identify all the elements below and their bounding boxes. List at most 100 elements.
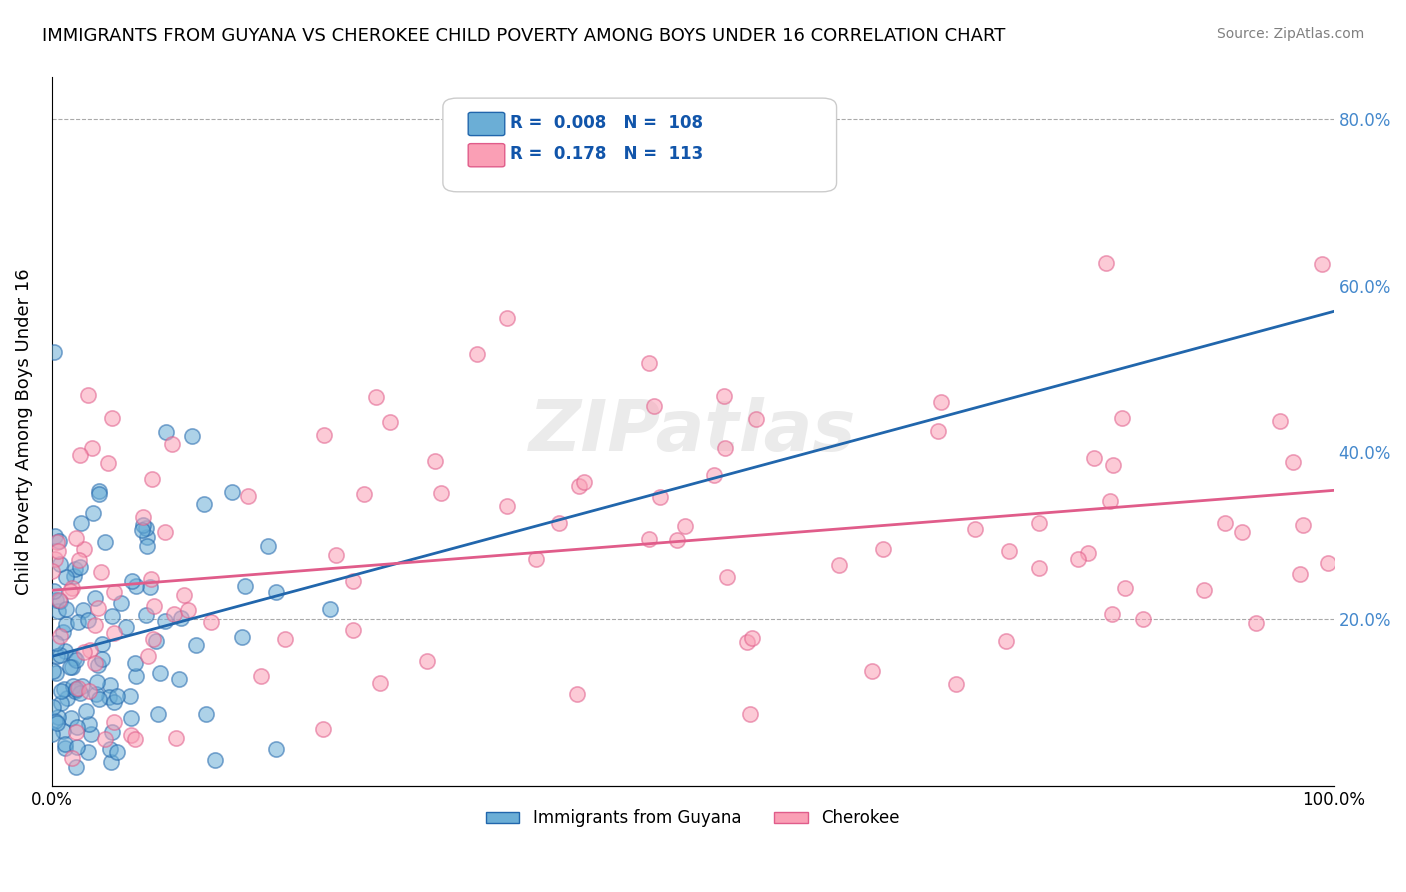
Cherokee xyxy=(90,565,112,579)
Immigrants from Guyana xyxy=(169,611,191,625)
Cherokee xyxy=(103,584,125,599)
Cherokee xyxy=(1192,583,1215,598)
Cherokee xyxy=(44,552,66,566)
Immigrants from Guyana xyxy=(49,594,72,608)
Cherokee xyxy=(872,542,894,557)
Immigrants from Guyana xyxy=(55,570,77,584)
Immigrants from Guyana xyxy=(41,727,63,741)
Cherokee xyxy=(165,731,187,745)
Immigrants from Guyana xyxy=(45,716,67,731)
Immigrants from Guyana xyxy=(105,690,128,704)
Cherokee xyxy=(745,411,768,425)
Text: IMMIGRANTS FROM GUYANA VS CHEROKEE CHILD POVERTY AMONG BOYS UNDER 16 CORRELATION: IMMIGRANTS FROM GUYANA VS CHEROKEE CHILD… xyxy=(42,27,1005,45)
Immigrants from Guyana xyxy=(256,539,278,553)
Cherokee xyxy=(69,448,91,462)
Cherokee xyxy=(60,581,83,595)
Immigrants from Guyana xyxy=(87,657,110,672)
Immigrants from Guyana xyxy=(45,649,67,664)
Cherokee xyxy=(702,468,724,483)
Cherokee xyxy=(59,584,82,599)
Immigrants from Guyana xyxy=(59,711,82,725)
Cherokee xyxy=(1077,546,1099,560)
Cherokee xyxy=(495,499,517,513)
Cherokee xyxy=(80,441,103,455)
Cherokee xyxy=(1102,458,1125,472)
Immigrants from Guyana xyxy=(193,497,215,511)
Cherokee xyxy=(173,588,195,602)
Cherokee xyxy=(342,623,364,637)
Immigrants from Guyana xyxy=(89,484,111,499)
Cherokee xyxy=(65,725,87,739)
Cherokee xyxy=(177,602,200,616)
Text: R =  0.008   N =  108: R = 0.008 N = 108 xyxy=(510,114,703,132)
Cherokee xyxy=(638,532,661,546)
Cherokee xyxy=(79,642,101,657)
Cherokee xyxy=(67,553,90,567)
Immigrants from Guyana xyxy=(98,742,121,756)
Cherokee xyxy=(1244,616,1267,631)
Immigrants from Guyana xyxy=(44,714,66,729)
Immigrants from Guyana xyxy=(84,591,107,606)
Cherokee xyxy=(1132,612,1154,626)
Cherokee xyxy=(1095,255,1118,269)
Immigrants from Guyana xyxy=(62,679,84,693)
Immigrants from Guyana xyxy=(204,753,226,767)
Immigrants from Guyana xyxy=(100,755,122,769)
Cherokee xyxy=(572,475,595,489)
Immigrants from Guyana xyxy=(139,580,162,594)
Cherokee xyxy=(643,399,665,413)
Immigrants from Guyana xyxy=(120,711,142,725)
Immigrants from Guyana xyxy=(125,669,148,683)
Immigrants from Guyana xyxy=(131,523,153,537)
Cherokee xyxy=(965,522,987,536)
Cherokee xyxy=(713,442,735,456)
Cherokee xyxy=(1282,455,1305,469)
Cherokee xyxy=(524,552,547,566)
Immigrants from Guyana xyxy=(98,690,121,704)
Immigrants from Guyana xyxy=(56,690,79,705)
Cherokee xyxy=(380,415,402,429)
Immigrants from Guyana xyxy=(136,530,159,544)
Text: R =  0.178   N =  113: R = 0.178 N = 113 xyxy=(510,145,703,163)
Cherokee xyxy=(143,599,166,613)
Immigrants from Guyana xyxy=(84,687,107,701)
Cherokee xyxy=(1028,560,1050,574)
Immigrants from Guyana xyxy=(52,625,75,640)
Cherokee xyxy=(236,489,259,503)
Immigrants from Guyana xyxy=(65,760,87,774)
Cherokee xyxy=(1098,494,1121,508)
Immigrants from Guyana xyxy=(75,704,97,718)
Immigrants from Guyana xyxy=(184,638,207,652)
Cherokee xyxy=(1028,516,1050,530)
Cherokee xyxy=(49,629,72,643)
Cherokee xyxy=(120,728,142,742)
Cherokee xyxy=(927,425,949,439)
Legend: Immigrants from Guyana, Cherokee: Immigrants from Guyana, Cherokee xyxy=(479,803,907,834)
Immigrants from Guyana xyxy=(48,648,70,663)
Immigrants from Guyana xyxy=(52,681,75,696)
Immigrants from Guyana xyxy=(114,620,136,634)
Immigrants from Guyana xyxy=(53,737,76,751)
Immigrants from Guyana xyxy=(45,593,67,607)
Cherokee xyxy=(60,751,83,765)
Immigrants from Guyana xyxy=(52,724,75,739)
Immigrants from Guyana xyxy=(70,516,93,531)
Immigrants from Guyana xyxy=(65,653,87,667)
Cherokee xyxy=(1316,556,1339,570)
Cherokee xyxy=(713,389,735,403)
Cherokee xyxy=(46,544,69,558)
Immigrants from Guyana xyxy=(42,344,65,359)
Cherokee xyxy=(1083,450,1105,465)
Immigrants from Guyana xyxy=(100,725,122,739)
Cherokee xyxy=(139,572,162,586)
Cherokee xyxy=(325,548,347,562)
Immigrants from Guyana xyxy=(76,613,98,627)
Immigrants from Guyana xyxy=(145,634,167,648)
Cherokee xyxy=(163,607,186,621)
Cherokee xyxy=(94,732,117,747)
Immigrants from Guyana xyxy=(82,506,104,520)
Immigrants from Guyana xyxy=(101,609,124,624)
Cherokee xyxy=(103,715,125,730)
Cherokee xyxy=(637,355,659,369)
Immigrants from Guyana xyxy=(194,707,217,722)
